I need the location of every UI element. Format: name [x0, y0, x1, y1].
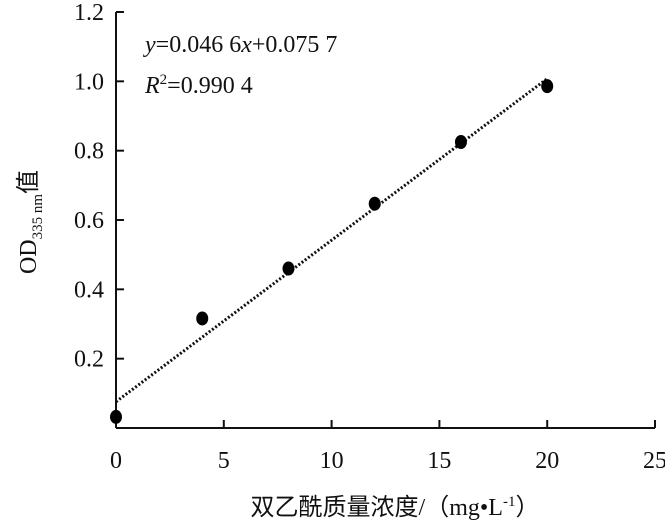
- equation-part: x: [240, 32, 252, 58]
- point: [282, 261, 295, 276]
- equation-part: +0.075 7: [252, 32, 338, 58]
- x-tick-label: 5: [218, 448, 230, 474]
- r2-part: =0.990 4: [167, 73, 253, 99]
- y-tick-label: 0.8: [74, 139, 104, 165]
- x-tick-label: 10: [320, 448, 344, 474]
- point: [454, 135, 467, 149]
- y-tick-label: 1.2: [74, 0, 104, 26]
- y-tick-label: 0.2: [74, 347, 104, 373]
- r2-part: 2: [160, 72, 168, 88]
- y-tick-label: 1.0: [74, 69, 104, 95]
- x-tick-label: 25: [643, 448, 665, 474]
- equation-part: =0.046 6: [156, 32, 242, 58]
- y-label-part: 335 nm: [30, 194, 46, 240]
- y-label-part: 值: [15, 170, 42, 194]
- y-axis-label: OD335 nm值: [15, 170, 46, 274]
- x-axis-label: 双乙酰质量浓度/（mg•L-1）: [251, 494, 540, 521]
- x-tick-label: 15: [427, 448, 451, 474]
- y-tick-label: 0.6: [74, 208, 104, 234]
- r-squared: R2=0.990 4: [144, 72, 253, 99]
- point: [541, 79, 554, 94]
- point: [196, 311, 209, 326]
- equation: y=0.046 6x+0.075 7: [143, 32, 337, 58]
- trendline: [115, 77, 549, 403]
- equation-part: y: [143, 32, 156, 58]
- x-label-part: -1: [503, 494, 516, 510]
- y-tick-label: 0.4: [74, 277, 104, 303]
- r2-part: R: [144, 73, 160, 99]
- x-label-part: ）: [515, 495, 539, 521]
- x-tick-label: 20: [535, 448, 559, 474]
- point: [110, 409, 122, 424]
- x-label-part: 双乙酰质量浓度/（mg•L: [251, 494, 503, 521]
- y-label-part: OD: [16, 239, 42, 274]
- point: [368, 196, 381, 211]
- x-tick-label: 0: [110, 448, 122, 474]
